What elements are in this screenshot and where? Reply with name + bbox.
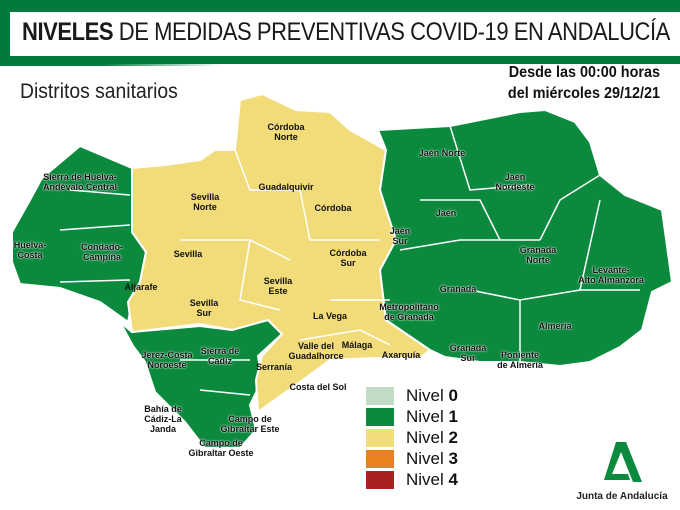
date-line-1: Desde las 00:00 horas bbox=[508, 64, 660, 81]
legend-item-nivel-2: Nivel 2 bbox=[366, 427, 458, 448]
district-label: Sierra de Huelva- Andévalo Central bbox=[42, 172, 118, 192]
district-label: Serranía bbox=[255, 362, 293, 372]
title-rest: DE MEDIDAS PREVENTIVAS COVID-19 EN ANDAL… bbox=[118, 18, 671, 46]
district-label: Bahía de Cádiz-La Janda bbox=[144, 404, 182, 434]
district-label: Sevilla bbox=[173, 249, 203, 259]
district-label: Sevilla Sur bbox=[189, 298, 219, 318]
district-label: Valle del Guadalhorce bbox=[288, 341, 344, 361]
district-label: Axarquía bbox=[381, 350, 421, 360]
legend-swatch bbox=[366, 386, 394, 405]
logo-text: Junta de Andalucía bbox=[576, 491, 668, 502]
district-label: Sevilla Este bbox=[263, 276, 293, 296]
district-label: La Vega bbox=[312, 311, 348, 321]
district-label: Jaén Sur bbox=[389, 226, 411, 246]
title-box bbox=[10, 12, 680, 56]
district-label: Córdoba bbox=[314, 203, 352, 213]
district-label: Almería bbox=[538, 321, 572, 331]
region-sevilla-cordoba-malaga bbox=[126, 92, 432, 414]
legend: Nivel 0 Nivel 1 Nivel 2 Nivel 3 Nivel 4 bbox=[366, 385, 458, 490]
legend-level: 1 bbox=[448, 406, 458, 426]
district-label: Málaga bbox=[341, 340, 373, 350]
andalucia-a-icon bbox=[604, 442, 642, 482]
district-label: Jaén Nordeste bbox=[495, 172, 535, 192]
legend-level: 3 bbox=[448, 448, 458, 468]
legend-level: 4 bbox=[448, 469, 458, 489]
date-line-2: del miércoles 29/12/21 bbox=[507, 85, 660, 102]
junta-de-andalucia-logo: Junta de Andalucía bbox=[572, 440, 672, 502]
district-label: Córdoba Sur bbox=[329, 248, 367, 268]
district-borders bbox=[59, 125, 640, 396]
district-label: Granada Norte bbox=[519, 245, 557, 265]
page-title: NIVELES DE MEDIDAS PREVENTIVAS COVID-19 … bbox=[22, 18, 670, 47]
district-label: Campo de Gibraltar Este bbox=[220, 414, 280, 434]
legend-level: 0 bbox=[448, 385, 458, 405]
effective-date: Desde las 00:00 horas del miércoles 29/1… bbox=[508, 62, 660, 104]
legend-label: Nivel bbox=[406, 427, 444, 447]
district-label: Granada bbox=[439, 284, 477, 294]
legend-item-nivel-4: Nivel 4 bbox=[366, 469, 458, 490]
legend-swatch bbox=[366, 407, 394, 426]
legend-swatch bbox=[366, 428, 394, 447]
district-label: Jaén bbox=[435, 208, 457, 218]
district-label: Córdoba Norte bbox=[267, 122, 305, 142]
legend-label: Nivel bbox=[406, 406, 444, 426]
legend-label: Nivel bbox=[406, 385, 444, 405]
region-jaen-granada-almeria bbox=[376, 108, 674, 368]
gradient-bar bbox=[0, 56, 222, 66]
district-label: Jaén Norte bbox=[418, 148, 466, 158]
legend-label: Nivel bbox=[406, 469, 444, 489]
legend-label: Nivel bbox=[406, 448, 444, 468]
district-label: Granada Sur bbox=[449, 343, 487, 363]
district-label: Jerez-Costa Noroeste bbox=[141, 350, 193, 370]
district-label: Costa del Sol bbox=[289, 382, 347, 392]
district-label: Sierra de Cádiz bbox=[200, 346, 240, 366]
district-label: Metropolitano de Granada bbox=[379, 302, 439, 322]
subtitle: Distritos sanitarios bbox=[20, 80, 178, 103]
district-label: Condado- Campiña bbox=[81, 242, 123, 262]
legend-swatch bbox=[366, 449, 394, 468]
district-label: Guadalquivir bbox=[258, 182, 314, 192]
district-label: Sevilla Norte bbox=[190, 192, 220, 212]
district-label: Aljarafe bbox=[124, 282, 158, 292]
district-label: Levante- Alto Almanzora bbox=[578, 265, 644, 285]
legend-item-nivel-1: Nivel 1 bbox=[366, 406, 458, 427]
district-label: Poniente de Almería bbox=[497, 350, 543, 370]
legend-swatch bbox=[366, 470, 394, 489]
legend-item-nivel-0: Nivel 0 bbox=[366, 385, 458, 406]
district-label: Campo de Gibraltar Oeste bbox=[188, 438, 254, 458]
legend-level: 2 bbox=[448, 427, 458, 447]
district-label: Huelva- Costa bbox=[13, 240, 47, 260]
legend-item-nivel-3: Nivel 3 bbox=[366, 448, 458, 469]
title-bold: NIVELES bbox=[22, 18, 114, 46]
